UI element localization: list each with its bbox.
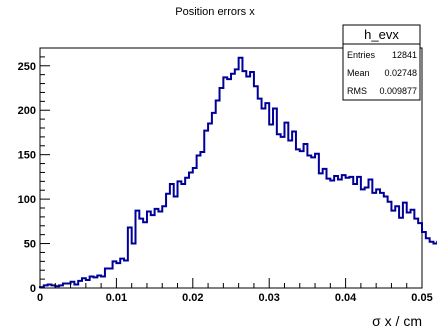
x-tick-label: 0.02: [182, 292, 203, 304]
stats-box-frame: [342, 24, 421, 101]
x-tick-label: 0.04: [335, 292, 357, 304]
y-tick-label: 50: [24, 239, 36, 251]
x-tick-label: 0.03: [258, 292, 279, 304]
x-axis-label: σ x / cm: [372, 313, 422, 329]
histogram-outline: [39, 56, 437, 289]
y-tick-label: 150: [18, 150, 36, 162]
stats-value-entries: 12841: [392, 50, 417, 60]
plot-frame: [39, 47, 423, 289]
x-tick-label: 0: [37, 292, 43, 304]
axes: 0 0.01 0.02 0.03 0.04 0.05 0 50 100 150 200 250: [18, 47, 433, 304]
stats-label-entries: Entries: [347, 50, 376, 60]
stats-value-rms: 0.009877: [379, 86, 417, 96]
stats-box-title: h_evx: [364, 27, 399, 42]
stats-box: h_evx Entries 12841 Mean 0.02748 RMS 0.0…: [342, 24, 421, 101]
stats-label-mean: Mean: [347, 68, 370, 78]
x-tick-label: 0.05: [411, 292, 432, 304]
chart-title: Position errors x: [175, 6, 255, 18]
x-tick-label: 0.01: [106, 292, 127, 304]
y-tick-label: 250: [18, 61, 36, 73]
histogram-bins: [39, 56, 437, 289]
y-tick-label: 200: [18, 105, 36, 117]
y-tick-label: 100: [18, 194, 36, 206]
stats-value-mean: 0.02748: [384, 68, 417, 78]
y-tick-label: 0: [30, 283, 36, 295]
stats-label-rms: RMS: [347, 86, 367, 96]
